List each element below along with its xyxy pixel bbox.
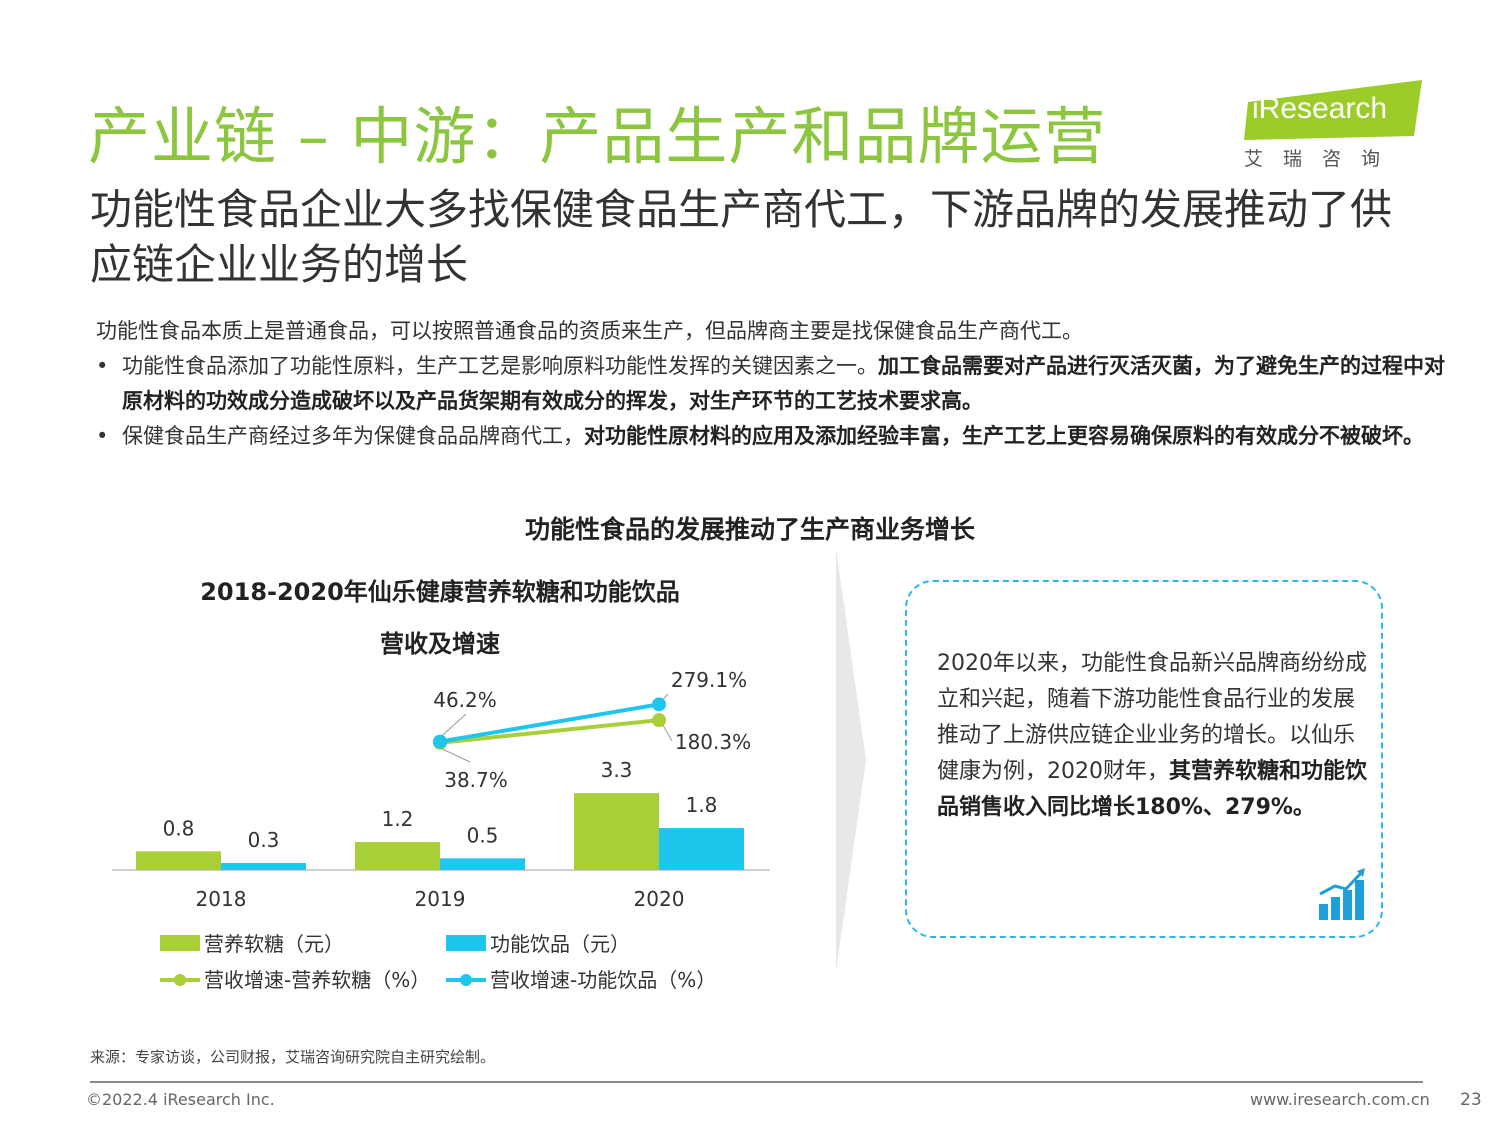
label-leader-line	[662, 724, 673, 742]
x-tick-label: 2020	[634, 887, 685, 911]
legend-label: 营收增速-营养软糖（%）	[204, 968, 430, 992]
callout-bold-text: 其营养软糖和功能饮品销售收入同比增长180%、279%。	[937, 759, 1368, 820]
bullet-dot: •	[96, 424, 109, 448]
bar-gummy-2018	[136, 851, 221, 870]
bar-drink-2018	[221, 863, 306, 870]
legend-marker	[174, 974, 186, 986]
bar-drink-2020	[659, 828, 744, 870]
page-number: 23	[1460, 1090, 1482, 1110]
bar-data-label: 0.5	[467, 823, 499, 847]
legend-marker	[460, 974, 472, 986]
growth-line-drink	[439, 702, 660, 744]
chart-title: 2018-2020年仙乐健康营养软糖和功能饮品 营收及增速	[140, 566, 740, 670]
legend-label: 营收增速-功能饮品（%）	[490, 968, 716, 992]
legend-swatch	[446, 935, 486, 951]
line-data-label: 279.1%	[671, 668, 747, 692]
growth-point-drink-2020	[652, 697, 666, 712]
legend-label: 功能饮品（元）	[490, 932, 630, 956]
bar-drink-2019	[440, 858, 525, 870]
line-data-label: 180.3%	[675, 730, 751, 754]
label-leader-line	[441, 748, 471, 763]
logo-wordmark: iResearch	[1252, 92, 1388, 125]
footer-copyright: ©2022.4 iResearch Inc.	[86, 1090, 275, 1109]
bar-data-label: 1.8	[686, 793, 718, 817]
legend-swatch	[160, 935, 200, 951]
callout-text: 2020年以来，功能性食品新兴品牌商纷纷成立和兴起，随着下游功能性食品行业的发展…	[937, 646, 1367, 826]
x-tick-label: 2018	[196, 887, 247, 911]
source-note: 来源：专家访谈，公司财报，艾瑞咨询研究院自主研究绘制。	[90, 1048, 496, 1066]
line-data-label: 38.7%	[444, 768, 508, 792]
growth-point-gummy-2020	[652, 713, 666, 728]
bullet-dot: •	[96, 354, 109, 378]
footer-website[interactable]: www.iresearch.com.cn	[1250, 1090, 1430, 1109]
body-text: 功能性食品本质上是普通食品，可以按照普通食品的资质来生产，但品牌商主要是找保健食…	[96, 314, 1456, 454]
logo-banner-icon	[1244, 80, 1422, 140]
label-leader-line	[662, 693, 669, 700]
line-data-label: 46.2%	[433, 688, 497, 712]
bar-data-label: 0.3	[248, 828, 280, 852]
bar-data-label: 3.3	[601, 758, 633, 782]
bullet-item: • 保健食品生产商经过多年为保健食品品牌商代工，对功能性原材料的应用及添加经验丰…	[96, 419, 1456, 454]
iresearch-logo: iResearch 艾瑞咨询	[1238, 80, 1428, 170]
bullet-item: • 功能性食品添加了功能性原料，生产工艺是影响原料功能性发挥的关键因素之一。加工…	[96, 349, 1456, 419]
bullet-plain-text: 功能性食品添加了功能性原料，生产工艺是影响原料功能性发挥的关键因素之一。	[122, 354, 878, 378]
growth-point-drink-2019	[433, 734, 447, 749]
bullet-bold-text: 对功能性原材料的应用及添加经验丰富，生产工艺上更容易确保原料的有效成分不被破坏。	[584, 424, 1424, 448]
callout-box: 2020年以来，功能性食品新兴品牌商纷纷成立和兴起，随着下游功能性食品行业的发展…	[905, 580, 1383, 938]
growth-line-gummy	[439, 718, 660, 745]
bar-gummy-2020	[574, 793, 659, 870]
bullet-plain-text: 保健食品生产商经过多年为保健食品品牌商代工，	[122, 424, 584, 448]
growth-bars-icon	[1319, 868, 1365, 920]
bar-data-label: 0.8	[163, 816, 195, 840]
bar-gummy-2019	[355, 842, 440, 870]
chart-title-line: 2018-2020年仙乐健康营养软糖和功能饮品	[200, 578, 680, 606]
label-leader-line	[441, 713, 467, 736]
intro-paragraph: 功能性食品本质上是普通食品，可以按照普通食品的资质来生产，但品牌商主要是找保健食…	[96, 319, 1083, 343]
callout-plain-text: 2020年以来，功能性食品新兴品牌商纷纷成立和兴起，随着下游功能性食品行业的发展…	[937, 651, 1367, 784]
chart-title-line: 营收及增速	[380, 630, 500, 658]
legend-label: 营养软糖（元）	[204, 932, 344, 956]
page-subtitle: 功能性食品企业大多找保健食品生产商代工，下游品牌的发展推动了供应链企业业务的增长	[90, 185, 1393, 289]
chart-section-header: 功能性食品的发展推动了生产商业务增长	[524, 515, 975, 544]
logo-chinese-name: 艾瑞咨询	[1244, 148, 1401, 170]
x-tick-label: 2019	[415, 887, 466, 911]
section-divider-chevron	[836, 548, 866, 972]
page-title: 产业链 – 中游：产品生产和品牌运营	[88, 100, 1107, 173]
bar-data-label: 1.2	[382, 807, 414, 831]
bullet-bold-text: 加工食品需要对产品进行灭活灭菌，为了避免生产的过程中对原材料的功效成分造成破坏以…	[122, 354, 1445, 413]
footer-divider	[90, 1081, 1423, 1083]
